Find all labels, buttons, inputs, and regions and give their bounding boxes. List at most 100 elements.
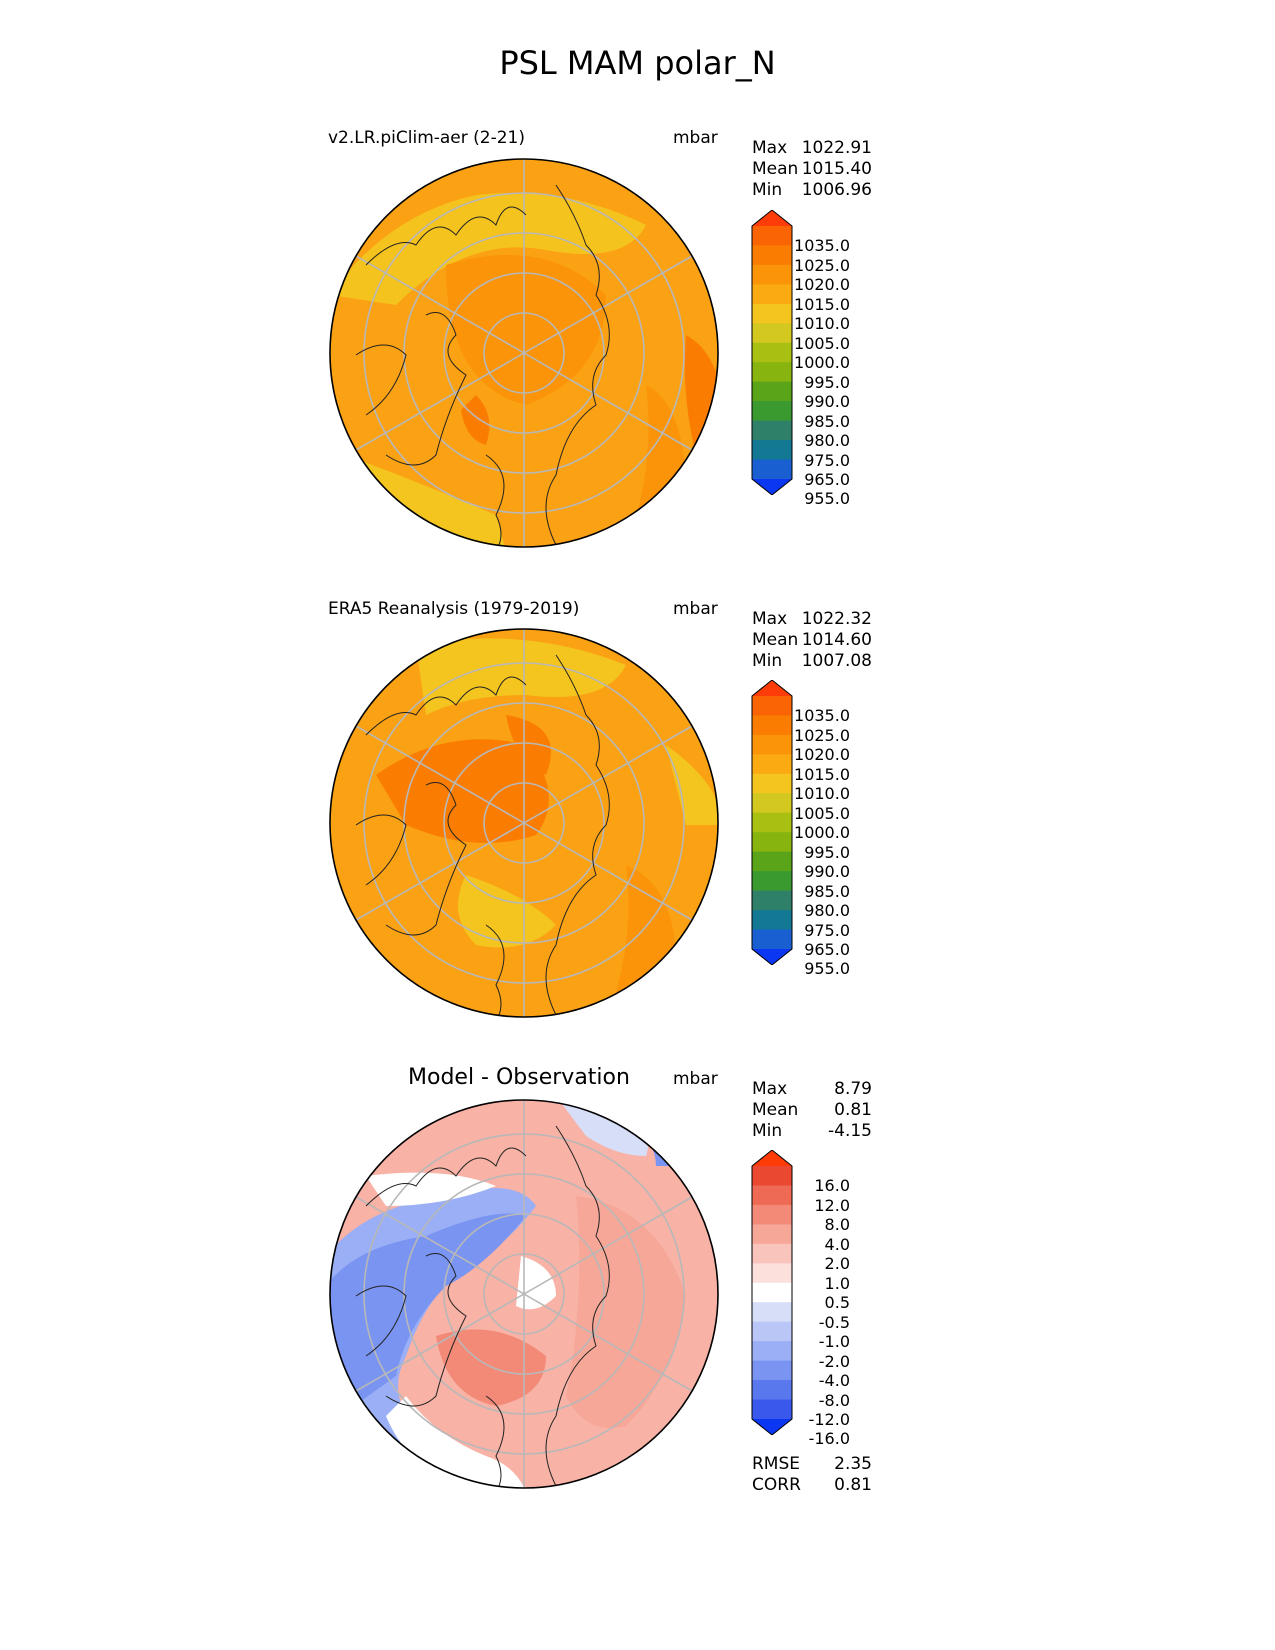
colorbar-band	[752, 1341, 792, 1362]
panel-2-stat-max: Max 1022.32	[752, 609, 872, 629]
panel-3-stat-min: Min -4.15	[752, 1121, 872, 1141]
colorbar-band	[752, 1360, 792, 1381]
panel-3-stat-max: Max 8.79	[752, 1079, 872, 1099]
colorbar-band	[752, 1302, 792, 1323]
colorbar-band	[752, 303, 792, 324]
panel-1-stat-max: Max 1022.91	[752, 138, 872, 158]
colorbar-band	[752, 773, 792, 794]
colorbar-tick-label: 16.0	[814, 1176, 850, 1196]
colorbar-cap-top	[752, 680, 792, 696]
colorbar-band	[752, 910, 792, 931]
panel-2-map-border	[329, 628, 719, 1018]
colorbar-band	[752, 1204, 792, 1225]
colorbar-cap-top	[752, 210, 792, 226]
panel-2-colorbar	[751, 680, 793, 965]
colorbar-outline	[751, 1150, 793, 1435]
colorbar-tick-label: 1025.0	[794, 255, 850, 275]
panel-3-colorbar	[751, 1150, 793, 1435]
panel-3-title: Model - Observation	[408, 1065, 630, 1090]
colorbar-tick-label: 1.0	[824, 1273, 850, 1293]
colorbar-band	[752, 871, 792, 892]
colorbar-tick-label: 995.0	[804, 372, 850, 392]
panel-1-stat-mean: Mean 1015.40	[752, 159, 872, 179]
colorbar-tick-label: 965.0	[804, 940, 850, 959]
colorbar-band	[752, 440, 792, 461]
colorbar-tick-label: 1000.0	[794, 353, 850, 373]
colorbar-tick-label: -16.0	[808, 1429, 850, 1449]
colorbar-band	[752, 734, 792, 755]
colorbar-band	[752, 890, 792, 911]
colorbar-band	[752, 696, 792, 716]
colorbar-tick-label: 1025.0	[794, 725, 850, 745]
colorbar-tick-label: 8.0	[824, 1215, 850, 1235]
colorbar-band	[752, 226, 792, 246]
colorbar-band	[752, 401, 792, 422]
colorbar-tick-label: -0.5	[818, 1312, 850, 1332]
colorbar-cap-bottom	[752, 1419, 792, 1435]
colorbar-band	[752, 1282, 792, 1303]
colorbar-tick-label: 1020.0	[794, 275, 850, 295]
colorbar-tick-label: 990.0	[804, 392, 850, 412]
colorbar-band	[752, 929, 792, 950]
panel-1-title: v2.LR.piClim-aer (2-21)	[328, 128, 526, 148]
colorbar-band	[752, 832, 792, 853]
colorbar-tick-label: 1000.0	[794, 823, 850, 843]
colorbar-band	[752, 1399, 792, 1420]
colorbar-cap-bottom	[752, 949, 792, 965]
colorbar-tick-label: 1010.0	[794, 784, 850, 804]
colorbar-cap-top	[752, 1150, 792, 1166]
panel-3-stat-mean: Mean 0.81	[752, 1100, 872, 1120]
colorbar-band	[752, 1263, 792, 1284]
colorbar-tick-label: 985.0	[804, 881, 850, 901]
colorbar-tick-label: 1035.0	[794, 706, 850, 726]
colorbar-band	[752, 420, 792, 441]
colorbar-tick-label: 990.0	[804, 862, 850, 882]
panel-2-map	[329, 628, 719, 1018]
colorbar-tick-label: -2.0	[818, 1351, 850, 1371]
panel-3-metric-corr: CORR 0.81	[752, 1475, 872, 1495]
panel-1-map-border	[329, 158, 719, 548]
colorbar-band	[752, 812, 792, 833]
panel-3-metric-rmse: RMSE 2.35	[752, 1454, 872, 1474]
colorbar-tick-label: 1005.0	[794, 803, 850, 823]
colorbar-band	[752, 1185, 792, 1206]
colorbar-tick-label: 4.0	[824, 1234, 850, 1254]
panel-1-map	[329, 158, 719, 548]
colorbar-band	[752, 1224, 792, 1245]
colorbar-outline	[751, 210, 793, 495]
panel-2-stat-mean: Mean 1014.60	[752, 630, 872, 650]
colorbar-tick-label: 2.0	[824, 1254, 850, 1274]
colorbar-tick-label: 955.0	[804, 959, 850, 979]
colorbar-band	[752, 381, 792, 402]
colorbar-tick-label: 995.0	[804, 842, 850, 862]
panel-1-units: mbar	[673, 128, 718, 148]
colorbar-tick-label: 1005.0	[794, 333, 850, 353]
colorbar-band	[752, 284, 792, 305]
panel-3-map	[329, 1099, 719, 1489]
colorbar-tick-label: 985.0	[804, 411, 850, 431]
colorbar-band	[752, 793, 792, 814]
colorbar-tick-label: 965.0	[804, 470, 850, 489]
colorbar-band	[752, 1166, 792, 1186]
colorbar-band	[752, 264, 792, 285]
colorbar-band	[752, 245, 792, 266]
colorbar-tick-label: 1015.0	[794, 294, 850, 314]
colorbar-tick-label: 980.0	[804, 901, 850, 921]
panel-3-units: mbar	[673, 1069, 718, 1089]
colorbar-tick-label: -12.0	[808, 1410, 850, 1429]
colorbar-band	[752, 754, 792, 775]
colorbar-band	[752, 323, 792, 344]
panel-1-stat-min: Min 1006.96	[752, 180, 872, 200]
colorbar-band	[752, 459, 792, 480]
colorbar-tick-label: 975.0	[804, 450, 850, 470]
panel-2-units: mbar	[673, 599, 718, 619]
panel-1-colorbar	[751, 210, 793, 495]
colorbar-tick-label: 1020.0	[794, 745, 850, 765]
colorbar-outline	[751, 680, 793, 965]
colorbar-tick-label: 1010.0	[794, 314, 850, 334]
colorbar-tick-label: 12.0	[814, 1195, 850, 1215]
colorbar-band	[752, 362, 792, 383]
colorbar-band	[752, 851, 792, 872]
panel-3-map-border	[329, 1099, 719, 1489]
panel-2-title: ERA5 Reanalysis (1979-2019)	[328, 599, 580, 619]
